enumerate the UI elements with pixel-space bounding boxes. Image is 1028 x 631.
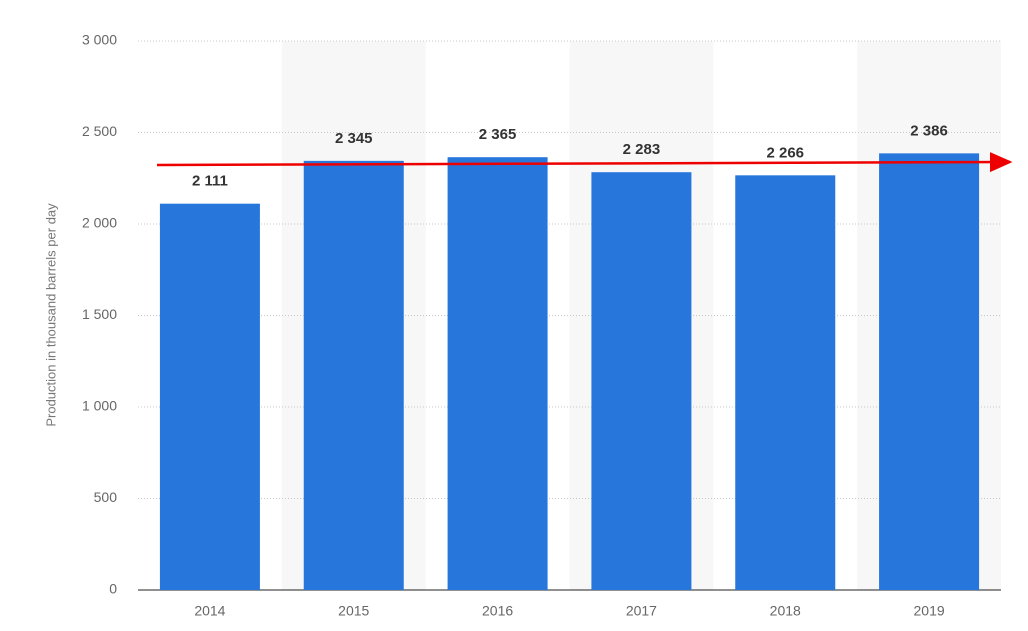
value-label: 2 283 [623, 141, 661, 158]
value-label: 2 345 [335, 130, 373, 147]
y-axis-title: Production in thousand barrels per day [43, 203, 58, 427]
bar [159, 203, 260, 590]
x-tick-label: 2018 [770, 603, 801, 619]
value-label: 2 365 [479, 126, 517, 143]
y-tick-label: 1 000 [82, 398, 117, 414]
y-tick-label: 500 [94, 489, 118, 505]
x-tick-label: 2016 [482, 603, 513, 619]
y-tick-label: 1 500 [82, 306, 117, 322]
x-tick-label: 2019 [914, 603, 945, 619]
y-tick-label: 2 500 [82, 123, 117, 139]
trend-arrow [156, 152, 1013, 173]
bar [591, 172, 692, 590]
bar [879, 153, 980, 590]
x-tick-label: 2015 [338, 603, 369, 619]
value-label: 2 386 [910, 122, 948, 139]
bar [303, 160, 404, 591]
bar [735, 175, 836, 590]
value-label: 2 266 [766, 144, 804, 161]
y-tick-label: 3 000 [82, 32, 117, 48]
bar [447, 157, 548, 590]
y-tick-label: 0 [109, 581, 117, 597]
x-tick-label: 2017 [626, 603, 657, 619]
y-tick-label: 2 000 [82, 215, 117, 231]
x-tick-label: 2014 [194, 603, 225, 619]
value-label: 2 111 [192, 173, 228, 190]
